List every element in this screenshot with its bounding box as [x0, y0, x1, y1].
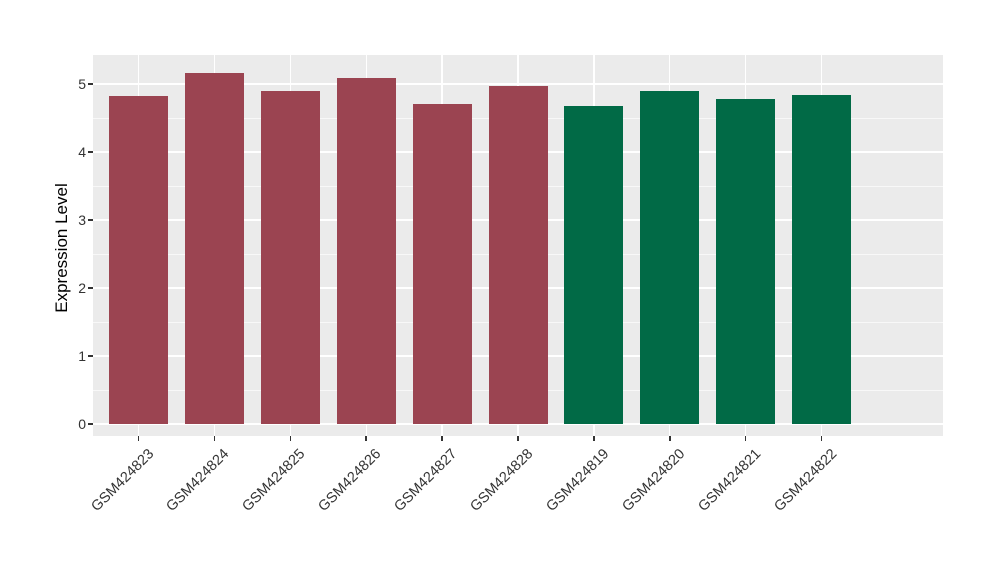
x-tick-mark — [669, 436, 671, 441]
y-tick-label: 3 — [78, 212, 86, 228]
bar — [488, 86, 548, 424]
y-tick-mark — [88, 423, 93, 425]
bar — [716, 98, 776, 424]
x-tick-mark — [820, 436, 823, 441]
x-tick-label: GSM424819 — [543, 446, 613, 515]
x-tick-mark — [744, 436, 747, 441]
y-tick-mark — [88, 287, 93, 289]
y-tick-mark — [88, 219, 93, 221]
y-tick-mark — [88, 151, 93, 153]
x-tick-mark — [289, 436, 292, 441]
x-tick-label: GSM424826 — [315, 446, 385, 515]
x-tick-label: GSM424820 — [619, 446, 689, 515]
x-tick-mark — [593, 436, 595, 441]
bar — [260, 90, 320, 424]
x-tick-label: GSM424824 — [163, 446, 233, 515]
bar — [564, 105, 624, 424]
x-tick-label: GSM424822 — [770, 446, 840, 515]
y-tick-label: 2 — [78, 280, 86, 296]
bar — [109, 95, 169, 424]
x-tick-mark — [213, 436, 216, 441]
x-tick-mark — [441, 436, 443, 441]
x-tick-label: GSM424823 — [87, 446, 157, 515]
x-tick-label: GSM424825 — [239, 446, 309, 515]
bar — [792, 94, 852, 424]
x-tick-mark — [517, 436, 519, 441]
x-tick-label: GSM424827 — [391, 446, 461, 515]
y-tick-label: 1 — [78, 348, 86, 364]
bar — [336, 77, 396, 424]
x-tick-mark — [137, 436, 140, 441]
bar — [184, 73, 244, 424]
bar — [640, 90, 700, 424]
bar — [412, 103, 472, 424]
y-tick-label: 0 — [78, 416, 86, 432]
plot-panel — [93, 55, 943, 436]
y-tick-mark — [88, 83, 93, 85]
x-tick-mark — [365, 436, 367, 441]
y-tick-label: 5 — [78, 76, 86, 92]
y-tick-mark — [88, 355, 93, 357]
x-tick-label: GSM424821 — [695, 446, 764, 515]
x-tick-label: GSM424828 — [467, 446, 537, 515]
y-tick-label: 4 — [78, 144, 86, 160]
